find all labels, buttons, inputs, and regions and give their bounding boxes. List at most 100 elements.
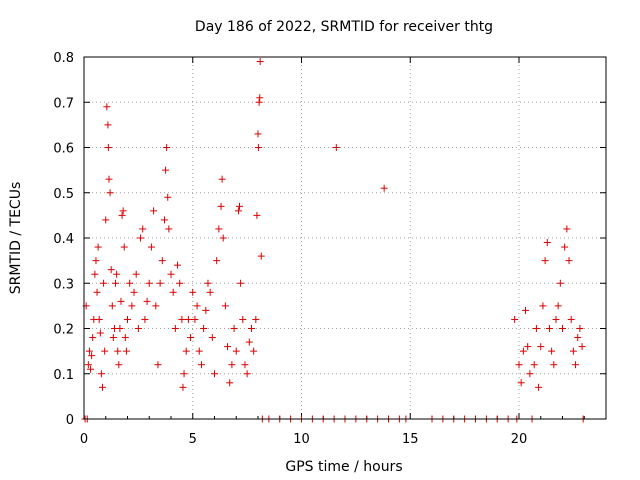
data-point — [162, 166, 170, 174]
data-points — [81, 58, 587, 423]
data-point — [132, 270, 140, 278]
data-point — [143, 297, 151, 305]
data-point — [108, 302, 116, 310]
data-point — [254, 144, 262, 151]
data-point — [139, 225, 147, 233]
data-point — [107, 266, 115, 274]
data-point — [126, 279, 134, 287]
data-point — [165, 225, 173, 233]
data-point — [548, 347, 556, 355]
data-point — [96, 329, 104, 337]
x-tick-label: 0 — [80, 432, 88, 447]
data-point — [253, 211, 261, 219]
data-point — [332, 144, 340, 151]
data-point — [174, 261, 182, 269]
data-point — [102, 216, 110, 224]
data-point — [241, 361, 249, 369]
data-point — [255, 98, 263, 106]
x-tick-label: 20 — [511, 432, 528, 447]
data-point — [532, 325, 540, 332]
data-point — [215, 225, 223, 233]
data-point — [232, 347, 240, 355]
data-point — [256, 58, 264, 66]
data-point — [84, 361, 92, 369]
y-tick-label: 0.5 — [53, 187, 74, 202]
data-point — [164, 193, 172, 201]
data-point — [134, 325, 142, 332]
data-point — [380, 184, 388, 192]
data-point — [556, 279, 564, 287]
data-point — [218, 175, 226, 183]
data-point — [541, 257, 549, 265]
chart-title: Day 186 of 2022, SRMTID for receiver tht… — [195, 19, 493, 35]
data-point — [147, 243, 155, 251]
data-point — [112, 279, 120, 287]
data-point — [530, 361, 538, 369]
data-point — [178, 315, 186, 323]
data-point — [117, 297, 125, 305]
data-point — [543, 239, 551, 247]
data-point — [180, 370, 188, 378]
y-tick-label: 0.8 — [53, 51, 74, 66]
data-point — [221, 302, 229, 310]
x-tick-label: 15 — [402, 432, 419, 447]
data-point — [104, 144, 112, 151]
grid — [84, 57, 606, 419]
data-point — [524, 343, 532, 351]
data-point — [572, 361, 580, 369]
data-point — [224, 343, 232, 351]
data-point — [243, 370, 251, 378]
data-point — [150, 207, 158, 215]
data-point — [118, 211, 126, 219]
y-tick-label: 0.1 — [53, 368, 74, 383]
x-axis-label: GPS time / hours — [285, 459, 402, 475]
data-point — [176, 279, 184, 287]
data-point — [213, 257, 221, 265]
data-point — [128, 302, 136, 310]
x-tick-label: 5 — [189, 432, 197, 447]
y-tick-label: 0.6 — [53, 142, 74, 157]
data-point — [247, 325, 255, 332]
data-point — [206, 288, 214, 296]
data-point — [563, 225, 571, 233]
data-point — [156, 279, 164, 287]
data-point — [98, 383, 106, 391]
y-tick-label: 0.3 — [53, 277, 74, 292]
data-point — [89, 334, 97, 342]
data-point — [535, 383, 543, 391]
data-point — [101, 347, 109, 355]
data-point — [103, 103, 111, 111]
data-point — [109, 334, 117, 342]
data-point — [120, 243, 128, 251]
data-point — [526, 370, 534, 378]
data-point — [88, 352, 96, 360]
data-point — [163, 144, 171, 151]
data-point — [237, 279, 245, 287]
data-point — [256, 94, 264, 102]
data-point — [234, 207, 242, 215]
data-point — [182, 347, 190, 355]
data-point — [187, 334, 195, 342]
data-point — [119, 207, 127, 215]
data-point — [561, 243, 569, 251]
data-point — [239, 315, 247, 323]
data-point — [106, 189, 114, 197]
data-point — [552, 315, 560, 323]
data-point — [550, 361, 558, 369]
data-point — [226, 379, 234, 387]
data-point — [152, 302, 160, 310]
data-point — [204, 279, 212, 287]
data-point — [219, 234, 227, 242]
data-point — [545, 325, 553, 332]
data-point — [537, 343, 545, 351]
data-point — [202, 306, 210, 314]
data-point — [522, 306, 530, 314]
data-point — [569, 347, 577, 355]
data-point — [169, 288, 177, 296]
data-point — [113, 270, 121, 278]
data-point — [97, 370, 105, 378]
data-point — [519, 347, 527, 355]
y-axis-label: SRMTID / TECUs — [8, 182, 24, 295]
data-point — [191, 315, 199, 323]
